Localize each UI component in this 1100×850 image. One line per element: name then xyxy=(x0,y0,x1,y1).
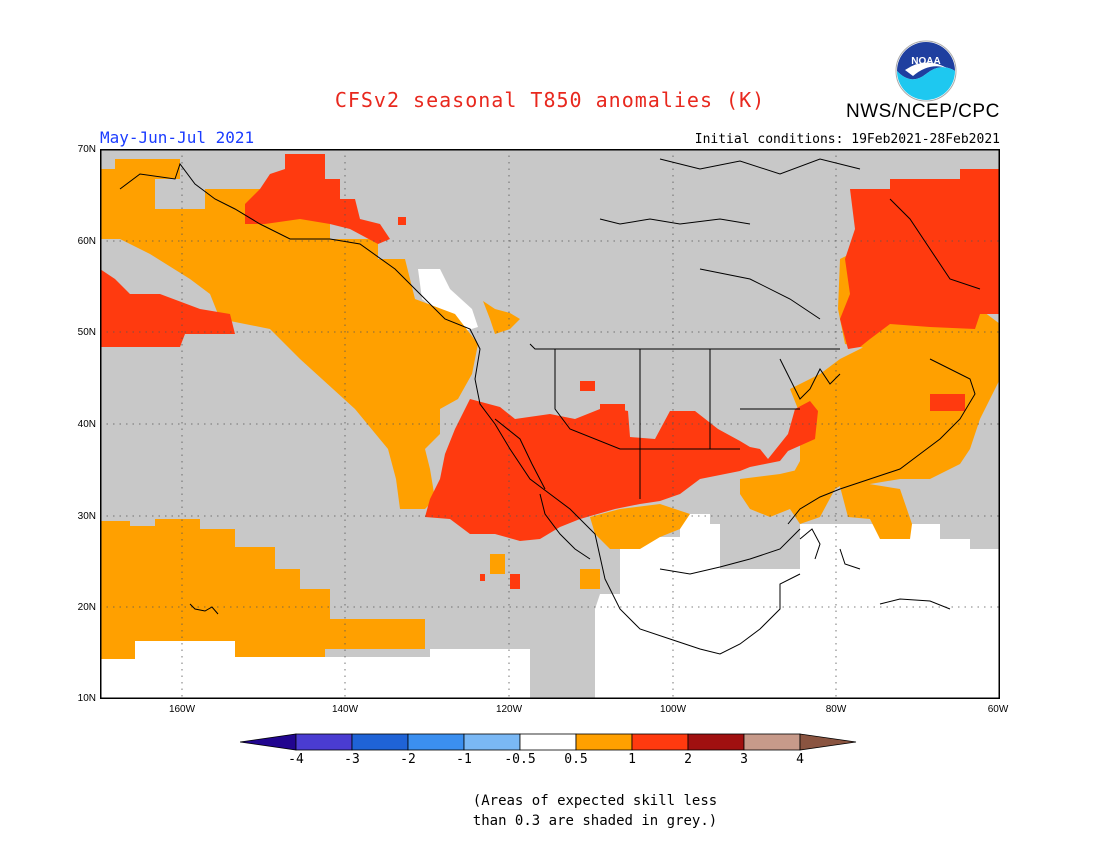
colorbar-tick-label: -4 xyxy=(288,752,304,767)
skill-note-line2: than 0.3 are shaded in grey.) xyxy=(472,813,718,829)
skill-note-line1: (Areas of expected skill less xyxy=(472,793,718,809)
colorbar-tick-label: -1 xyxy=(456,752,472,767)
svg-text:NOAA: NOAA xyxy=(911,56,940,67)
colorbar-tick-label: 3 xyxy=(740,752,748,767)
colorbar-box xyxy=(687,733,745,751)
lon-label-140w: 140W xyxy=(331,704,359,715)
season-label: May-Jun-Jul 2021 xyxy=(100,128,255,147)
lat-lon-grid xyxy=(100,149,1000,699)
colorbar-tick-label: -3 xyxy=(344,752,360,767)
skill-note: (Areas of expected skill less than 0.3 a… xyxy=(0,791,1100,831)
noaa-logo: NOAA xyxy=(895,40,957,102)
colorbar-box xyxy=(295,733,353,751)
lat-label-10n: 10N xyxy=(77,693,96,704)
colorbar-tick-label: -0.5 xyxy=(504,752,536,767)
anomaly-map xyxy=(100,149,1000,699)
colorbar-box xyxy=(351,733,409,751)
chart-title: CFSv2 seasonal T850 anomalies (K) xyxy=(334,88,766,112)
colorbar xyxy=(240,733,857,751)
lat-label-30n: 30N xyxy=(77,511,96,522)
lon-label-100w: 100W xyxy=(659,704,687,715)
lat-label-20n: 20N xyxy=(77,602,96,613)
colorbar-tick-label: 4 xyxy=(796,752,804,767)
initial-conditions-label: Initial conditions: 19Feb2021-28Feb2021 xyxy=(694,132,1000,147)
colorbar-high-arrow xyxy=(799,733,857,751)
organization-label: NWS/NCEP/CPC xyxy=(846,101,1000,122)
colorbar-box xyxy=(407,733,465,751)
lat-label-40n: 40N xyxy=(77,419,96,430)
lon-label-160w: 160W xyxy=(168,704,196,715)
colorbar-low-arrow xyxy=(240,733,297,751)
colorbar-box xyxy=(463,733,521,751)
colorbar-tick-label: -2 xyxy=(400,752,416,767)
colorbar-tick-label: 2 xyxy=(684,752,692,767)
near-normal-regions xyxy=(100,269,1000,699)
colorbar-box xyxy=(631,733,689,751)
lon-label-80w: 80W xyxy=(825,704,847,715)
coastlines xyxy=(119,158,981,655)
lat-label-50n: 50N xyxy=(77,327,96,338)
colorbar-tick-label: 0.5 xyxy=(564,752,588,767)
colorbar-tick-label: 1 xyxy=(628,752,636,767)
lon-label-120w: 120W xyxy=(495,704,523,715)
lon-label-60w: 60W xyxy=(987,704,1009,715)
colorbar-box xyxy=(743,733,801,751)
colorbar-box xyxy=(575,733,633,751)
anomaly-1-2-regions xyxy=(100,154,1000,589)
colorbar-box xyxy=(519,733,577,751)
lat-label-60n: 60N xyxy=(77,236,96,247)
lat-label-70n: 70N xyxy=(77,144,96,155)
map-frame xyxy=(100,149,1000,699)
